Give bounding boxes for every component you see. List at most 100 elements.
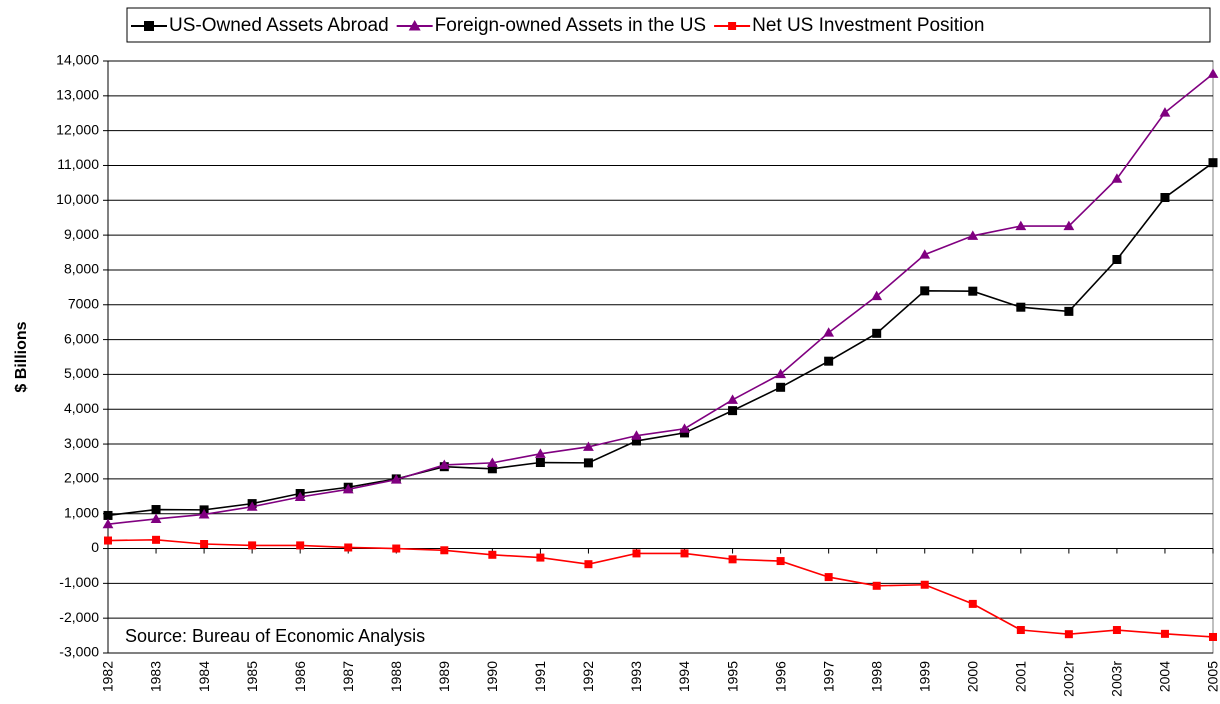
x-tick-label: 2004 [1157, 661, 1173, 692]
x-tick-label: 1989 [436, 661, 452, 692]
data-point [150, 513, 162, 523]
data-point [680, 549, 689, 558]
y-tick-label: -1,000 [59, 574, 99, 590]
y-tick-label: 3,000 [64, 435, 99, 451]
data-point [246, 501, 258, 511]
data-point [872, 328, 882, 338]
series-line [107, 73, 1214, 525]
x-tick-label: 1985 [244, 661, 260, 692]
data-point [534, 448, 546, 458]
x-tick-label: 1988 [388, 661, 404, 692]
y-tick-label: 4,000 [64, 400, 99, 416]
data-point [392, 544, 401, 553]
y-tick-label: 5,000 [64, 365, 99, 381]
x-tick-label: 1983 [148, 661, 164, 692]
y-tick-label: 7000 [68, 295, 99, 311]
data-point [440, 546, 449, 555]
data-point [390, 474, 402, 484]
data-point [631, 430, 642, 440]
data-point [1160, 629, 1169, 638]
data-point [967, 230, 979, 240]
x-tick-label: 1984 [196, 661, 212, 692]
data-point [342, 483, 354, 494]
data-point [486, 457, 498, 467]
y-tick-label: -3,000 [59, 644, 99, 660]
data-point [151, 505, 161, 515]
y-tick-label: 6,000 [64, 330, 99, 346]
data-point [198, 509, 210, 519]
data-point [679, 423, 690, 433]
x-tick-label: 2000 [964, 661, 980, 692]
data-point [103, 510, 113, 520]
x-tick-label: 1998 [868, 661, 884, 692]
legend-marker [144, 21, 154, 31]
data-point [968, 599, 977, 608]
data-point [488, 550, 497, 559]
data-point [1207, 68, 1219, 78]
x-tick-label: 1990 [484, 661, 500, 692]
legend-item: Net US Investment Position [714, 15, 984, 36]
x-tick-label: 2002r [1061, 661, 1077, 697]
x-tick-label: 2001 [1013, 661, 1029, 692]
data-point [248, 541, 257, 550]
x-tick-label: 1995 [724, 661, 740, 692]
y-tick-label: 10,000 [56, 191, 99, 207]
data-point [536, 553, 545, 562]
x-tick-label: 1982 [100, 661, 116, 692]
data-point [823, 327, 835, 337]
data-point [487, 464, 497, 474]
data-point [632, 549, 641, 558]
data-point [102, 518, 114, 529]
legend-label: Foreign-owned Assets in the US [435, 15, 706, 36]
data-point [1064, 630, 1073, 639]
data-point [438, 459, 450, 470]
plot-area [107, 60, 1214, 654]
data-point [728, 406, 738, 416]
data-point [152, 535, 161, 544]
y-tick-label: 12,000 [56, 121, 99, 137]
data-point [200, 540, 209, 549]
data-point [968, 286, 978, 296]
data-point [919, 249, 931, 259]
y-tick-label: 1,000 [64, 504, 99, 520]
data-point [920, 580, 929, 589]
data-point [920, 286, 930, 296]
data-point [296, 541, 305, 550]
data-point [583, 458, 593, 468]
legend: US-Owned Assets Abroad Foreign-owned Asse… [126, 7, 1211, 43]
data-point [535, 458, 545, 468]
legend-label: Net US Investment Position [752, 15, 984, 36]
data-point [583, 441, 594, 451]
x-tick-label: 1997 [820, 661, 836, 692]
legend-box [126, 7, 1211, 43]
x-tick-label: 1996 [772, 661, 788, 692]
legend-label: US-Owned Assets Abroad [169, 15, 389, 36]
series-line [107, 539, 1214, 638]
legend-item: US-Owned Assets Abroad [131, 15, 389, 36]
data-point [1016, 302, 1026, 312]
data-point [631, 436, 641, 446]
data-point [776, 382, 786, 392]
data-point [1209, 632, 1217, 641]
y-tick-label: 11,000 [57, 156, 99, 172]
y-tick-label: 14,000 [56, 52, 99, 68]
data-point [776, 557, 785, 566]
annotation: Source: Bureau of Economic Analysis [125, 626, 425, 646]
data-point [872, 581, 881, 590]
x-tick-label: 1987 [340, 661, 356, 692]
data-point [775, 368, 787, 379]
y-tick-label: 0 [91, 539, 99, 555]
data-point [1112, 626, 1121, 635]
data-point [871, 290, 883, 301]
data-point [1111, 173, 1123, 183]
data-point [1208, 158, 1218, 168]
y-tick-label: -2,000 [59, 609, 99, 625]
y-tick-label: 2,000 [64, 470, 99, 486]
x-tick-label: 1992 [580, 661, 596, 692]
legend-marker [408, 20, 421, 31]
y-tick-label: 8,000 [64, 261, 99, 277]
data-point [727, 394, 738, 404]
series-line [107, 162, 1214, 517]
x-tick-label: 1991 [532, 661, 548, 692]
